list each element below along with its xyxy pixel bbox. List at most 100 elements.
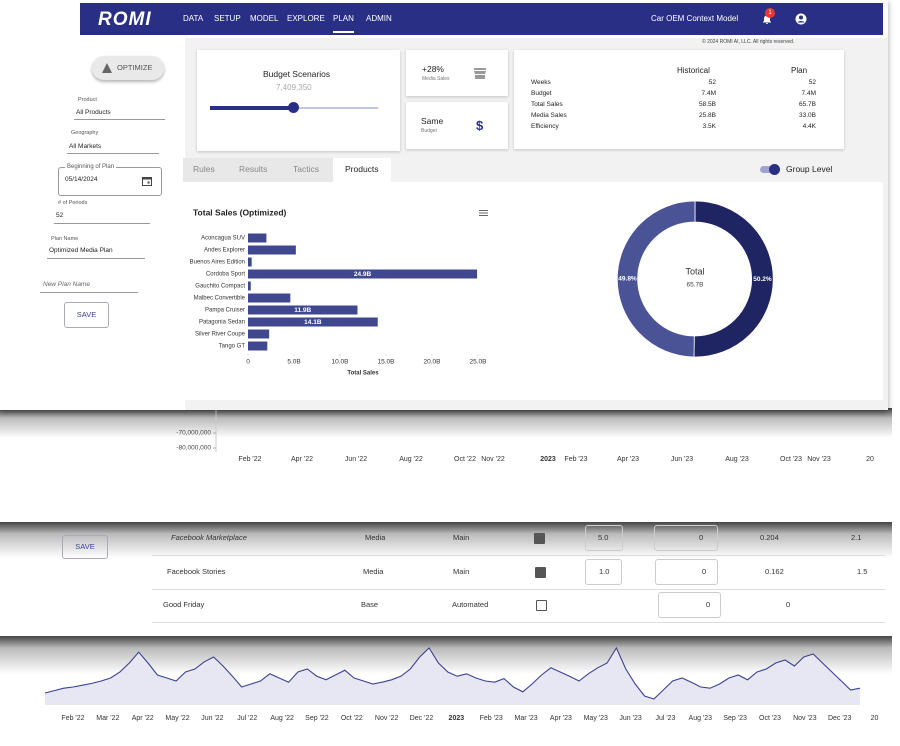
x-tick-label: 0	[246, 359, 250, 366]
save-button[interactable]: SAVE	[64, 302, 109, 328]
field-value[interactable]: Optimized Media Plan	[49, 247, 113, 254]
field-label: Product	[78, 97, 97, 103]
slider-knob[interactable]	[288, 102, 299, 113]
x-tick-label: Nov '22	[375, 715, 399, 722]
active-tab	[333, 158, 391, 182]
donut-center-title: Total	[685, 266, 704, 276]
model-name[interactable]: Car OEM Context Model	[651, 14, 739, 23]
field-value[interactable]: 52	[56, 212, 64, 219]
field-underline	[40, 292, 138, 293]
calendar-icon[interactable]	[142, 176, 152, 186]
row-name: Facebook Stories	[167, 567, 226, 576]
tab[interactable]: Tactics	[293, 164, 319, 174]
x-tick-label: Aug '23	[689, 715, 713, 722]
x-tick-label: Oct '23	[780, 456, 802, 463]
budget-title: Budget Scenarios	[263, 69, 331, 79]
field-underline	[54, 223, 150, 224]
toggle-knob[interactable]	[769, 164, 780, 175]
nav-item[interactable]: MODEL	[250, 14, 279, 23]
x-tick-label: Apr '22	[132, 715, 154, 722]
kpi-label: Media Sales	[422, 76, 450, 82]
bar	[248, 293, 291, 303]
checkbox[interactable]	[535, 567, 546, 578]
save-button[interactable]: SAVE	[62, 535, 108, 559]
optimize-icon	[102, 63, 112, 73]
input-box[interactable]	[654, 525, 718, 551]
line-chart: Feb '22 Mar '22 Apr '22 May '22 Jun '22 Jul '…	[44, 646, 879, 722]
x-tick-label: Jun '23	[671, 456, 693, 463]
summary-card	[514, 50, 844, 149]
field-value[interactable]: 05/14/2024	[65, 176, 98, 183]
slider-fill	[210, 106, 294, 110]
nav-bar	[80, 3, 883, 35]
category-label: Pampa Cruiser	[205, 308, 245, 314]
x-tick-label: 10.0B	[332, 359, 349, 366]
bottom-layer: Feb '22 Mar '22 Apr '22 May '22 Jun '22 Jul '…	[0, 636, 892, 746]
bar	[248, 257, 252, 267]
donut-segment	[616, 200, 696, 358]
field-label: Plan Name	[51, 236, 79, 242]
bar	[248, 341, 268, 351]
summary-value: 65.7B	[799, 101, 816, 108]
copyright: © 2024 ROMI AI, LLC. All rights reserved…	[702, 39, 795, 45]
checkbox[interactable]	[534, 533, 545, 544]
nav-item[interactable]: PLAN	[333, 15, 354, 33]
x-tick-label: Apr '23	[550, 715, 572, 722]
table-layer: SAVE Facebook Marketplace Media Main 5.0…	[0, 522, 892, 634]
row-name: Facebook Marketplace	[171, 533, 247, 542]
input-box[interactable]	[655, 559, 718, 585]
line	[44, 646, 861, 700]
kpi-value: +28%	[422, 64, 444, 74]
nav-item[interactable]: SETUP	[214, 14, 241, 23]
x-tick-label: 25.0B	[470, 359, 487, 366]
x-tick-label: 5.0B	[287, 359, 300, 366]
x-tick-label: Feb '22	[61, 715, 84, 722]
cell: 0.204	[760, 533, 779, 542]
x-tick-label: Jul '22	[237, 715, 257, 722]
summary-value: 7.4M	[801, 90, 816, 97]
donut-label: 50.2%	[753, 276, 772, 283]
x-tick-label: Oct '22	[341, 715, 363, 722]
cell: 0	[702, 567, 707, 576]
nav-item[interactable]: ADMIN	[366, 14, 392, 23]
summary-header: Plan	[791, 66, 808, 75]
toggle-label: Group Level	[786, 164, 833, 174]
input-box[interactable]	[585, 525, 623, 551]
category-label: Gauchito Compact	[195, 284, 245, 290]
x-tick-label: Jul '23	[655, 715, 675, 722]
checkbox[interactable]	[536, 600, 547, 611]
summary-label: Budget	[531, 90, 552, 97]
x-tick-label: Mar '22	[96, 715, 119, 722]
user-icon[interactable]	[795, 13, 807, 25]
x-tick-label: Aug '22	[270, 715, 294, 722]
x-tick-label: Nov '22	[481, 456, 505, 463]
tab[interactable]: Products	[345, 164, 379, 174]
field-value[interactable]: All Markets	[69, 143, 102, 150]
menu-icon[interactable]	[479, 210, 488, 216]
category-label: Tango GT	[219, 344, 246, 350]
cell: 5.0	[598, 533, 609, 542]
x-tick-label: Feb '23	[480, 715, 503, 722]
x-tick-label: Mar '23	[514, 715, 537, 722]
logo[interactable]: ROMI	[98, 9, 152, 30]
row-divider	[152, 555, 885, 556]
tab[interactable]: Results	[239, 164, 268, 174]
nav-item[interactable]: EXPLORE	[287, 14, 325, 23]
value-label: 24.9B	[354, 271, 372, 278]
field-value[interactable]: All Products	[76, 109, 111, 116]
optimize-label[interactable]: OPTIMIZE	[117, 63, 153, 72]
input-box[interactable]	[658, 592, 721, 618]
x-tick-label: Sep '23	[723, 715, 747, 722]
tab[interactable]: Rules	[193, 164, 215, 174]
x-axis-title: Total Sales	[347, 371, 379, 377]
donut-segment	[693, 200, 774, 358]
new-plan-input[interactable]: New Plan Name	[43, 281, 90, 288]
input-box[interactable]	[585, 559, 622, 585]
optimize-button[interactable]	[92, 56, 164, 80]
nav-item[interactable]: DATA	[183, 14, 204, 23]
kpi-card	[406, 102, 508, 149]
axis-chart: -70,000,000 -80,000,000 Feb '22 Apr '22 Jun …	[176, 410, 874, 463]
cell: 0.162	[765, 567, 784, 576]
donut-label: 49.8%	[618, 275, 637, 282]
